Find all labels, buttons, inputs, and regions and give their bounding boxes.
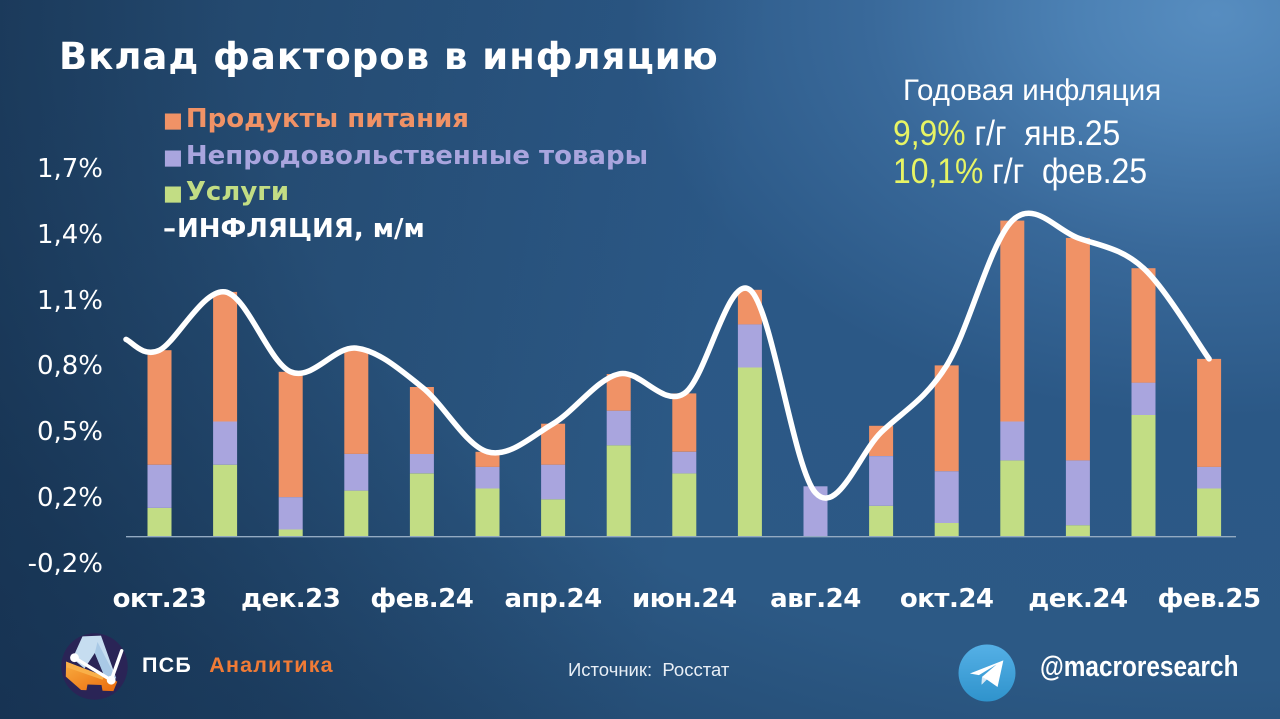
bar-segment bbox=[737, 324, 762, 368]
annual-inflation-title: Годовая инфляция bbox=[903, 74, 1162, 107]
bar-segment bbox=[1131, 415, 1156, 536]
legend-item-nonfood-label: Непродовольственные товары bbox=[185, 140, 649, 171]
bar-segment bbox=[672, 393, 697, 452]
footer-brand: ПСБ Аналитика bbox=[142, 653, 334, 678]
bar-segment bbox=[606, 410, 631, 446]
bar-segment bbox=[606, 374, 631, 411]
bar-segment bbox=[213, 421, 238, 465]
bar-segment bbox=[1131, 268, 1156, 383]
inflation-line-swatch-icon: – bbox=[163, 213, 176, 244]
bar-segment bbox=[934, 365, 959, 472]
x-tick-label: дек.23 bbox=[241, 584, 341, 614]
bar-segment bbox=[278, 371, 303, 498]
annual-rest-feb: г/г фев.25 bbox=[983, 151, 1148, 191]
bar-segment bbox=[344, 490, 369, 536]
bar-segment bbox=[1197, 358, 1222, 467]
bar-segment bbox=[409, 453, 434, 474]
telegram-handle[interactable]: @macroresearch bbox=[1040, 651, 1239, 683]
x-tick-label: фев.24 bbox=[370, 584, 474, 614]
y-tick-label: 0,5% bbox=[36, 417, 103, 448]
page-title: Вклад факторов в инфляцию bbox=[59, 35, 719, 78]
x-tick-label: фев.25 bbox=[1157, 584, 1261, 614]
annual-inflation-panel: Годовая инфляция 9,9% г/г янв.25 10,1% г… bbox=[893, 74, 1172, 190]
bar-segment bbox=[409, 473, 434, 536]
bar-segment bbox=[147, 464, 172, 508]
legend-item-nonfood: ■ Непродовольственные товары bbox=[163, 139, 648, 176]
bar-segment bbox=[541, 499, 566, 536]
annual-inflation-jan: 9,9% г/г янв.25 bbox=[893, 115, 1147, 153]
x-tick-label: апр.24 bbox=[504, 584, 603, 614]
bar-segment bbox=[1000, 460, 1025, 536]
y-tick-label: 0,8% bbox=[36, 351, 103, 382]
bar-segment bbox=[475, 451, 500, 467]
annual-value-feb: 10,1% bbox=[893, 151, 984, 191]
y-tick-label: 0,2% bbox=[36, 483, 103, 513]
bar-segment bbox=[869, 505, 894, 536]
bar-segment bbox=[541, 464, 566, 500]
legend-item-inflation-line: –ИНФЛЯЦИЯ, м/м bbox=[163, 212, 648, 248]
bar-segment bbox=[475, 466, 500, 489]
legend-item-inflation-label: ИНФЛЯЦИЯ, м/м bbox=[177, 213, 425, 244]
bar-segment bbox=[344, 453, 369, 491]
brand-suffix: Аналитика bbox=[209, 653, 334, 677]
brand-name: ПСБ bbox=[142, 653, 193, 677]
y-tick-label: 1,1% bbox=[36, 285, 103, 316]
bar-segment bbox=[934, 471, 959, 523]
bar-segment bbox=[1000, 421, 1025, 461]
annual-rest-jan: г/г янв.25 bbox=[965, 114, 1121, 153]
bar-segment bbox=[1065, 525, 1090, 536]
annual-inflation-feb: 10,1% г/г фев.25 bbox=[893, 151, 1148, 191]
bar-segment bbox=[1000, 220, 1025, 422]
food-series-swatch-icon: ■ bbox=[163, 108, 183, 132]
x-tick-label: окт.23 bbox=[112, 584, 207, 614]
y-tick-label: 1,7% bbox=[36, 154, 103, 184]
bar-segment bbox=[1065, 237, 1090, 461]
bar-segment bbox=[278, 529, 303, 536]
bar-segment bbox=[147, 350, 172, 465]
inflation-line bbox=[123, 210, 1212, 501]
telegram-icon[interactable] bbox=[958, 644, 1016, 702]
source-note: Источник: Росстат bbox=[568, 659, 730, 680]
annual-value-jan: 9,9% bbox=[893, 114, 966, 153]
services-series-swatch-icon: ■ bbox=[163, 181, 183, 205]
x-tick-label: июн.24 bbox=[632, 584, 737, 614]
bar-segment bbox=[1131, 382, 1156, 415]
bar-segment bbox=[1065, 460, 1090, 526]
x-tick-label: окт.24 bbox=[899, 584, 994, 614]
bar-segment bbox=[475, 488, 500, 536]
x-tick-label: дек.24 bbox=[1028, 584, 1128, 614]
bar-segment bbox=[147, 507, 172, 536]
nonfood-series-swatch-icon: ■ bbox=[163, 144, 183, 169]
bar-segment bbox=[672, 451, 697, 474]
legend-item-services-label: Услуги bbox=[185, 177, 290, 207]
bar-segment bbox=[737, 367, 762, 536]
y-tick-label: -0,2% bbox=[27, 548, 103, 579]
bar-segment bbox=[1197, 488, 1222, 536]
bar-segment bbox=[869, 456, 894, 506]
bar-segment bbox=[344, 348, 369, 454]
y-tick-label: 1,4% bbox=[36, 219, 103, 250]
legend-item-services: ■ Услуги bbox=[163, 175, 648, 212]
bar-segment bbox=[672, 473, 697, 536]
bar-segment bbox=[278, 497, 303, 530]
bar-segment bbox=[1197, 466, 1222, 489]
bar-segment bbox=[213, 291, 238, 422]
legend-item-food: ■ Продукты питания bbox=[163, 102, 648, 139]
chart-legend: ■ Продукты питания ■ Непродовольственные т… bbox=[163, 102, 648, 247]
psb-analytics-logo-icon bbox=[61, 633, 128, 700]
legend-item-food-label: Продукты питания bbox=[185, 104, 469, 134]
bar-segment bbox=[934, 523, 959, 536]
bar-segment bbox=[606, 445, 631, 536]
x-tick-label: авг.24 bbox=[770, 584, 861, 614]
bar-segment bbox=[213, 464, 238, 536]
